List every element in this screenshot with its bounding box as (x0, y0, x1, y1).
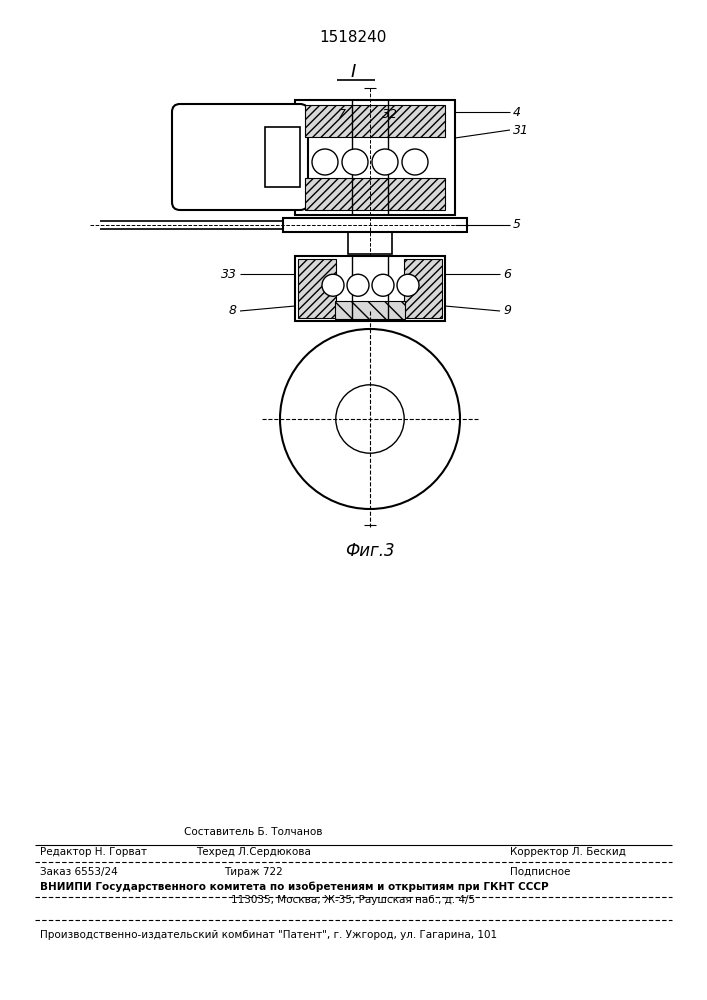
Bar (348, 232, 392, 254)
Text: 32: 32 (382, 107, 398, 120)
Circle shape (322, 274, 344, 296)
Bar (404, 259, 442, 318)
Bar (295, 100, 455, 215)
Circle shape (372, 274, 394, 296)
Text: Тираж 722: Тираж 722 (223, 867, 282, 877)
Text: 7: 7 (338, 107, 346, 120)
Bar (283, 218, 467, 232)
Circle shape (397, 274, 419, 296)
Circle shape (312, 149, 338, 175)
Text: 4: 4 (513, 105, 521, 118)
Bar (265, 127, 300, 187)
Text: ВНИИПИ Государственного комитета по изобретениям и открытиям при ГКНТ СССР: ВНИИПИ Государственного комитета по изоб… (40, 882, 549, 892)
Text: 8: 8 (229, 304, 237, 318)
Text: Техред Л.Сердюкова: Техред Л.Сердюкова (196, 847, 310, 857)
Circle shape (372, 149, 398, 175)
FancyBboxPatch shape (172, 104, 308, 210)
Text: 31: 31 (513, 123, 529, 136)
Text: 6: 6 (503, 267, 511, 280)
Circle shape (280, 329, 460, 509)
Circle shape (342, 149, 368, 175)
Bar (335, 301, 405, 319)
Text: 5: 5 (513, 219, 521, 232)
Text: Корректор Л. Бескид: Корректор Л. Бескид (510, 847, 626, 857)
Bar (298, 259, 336, 318)
Circle shape (336, 385, 404, 453)
Text: 33: 33 (221, 267, 237, 280)
Text: Составитель Б. Толчанов: Составитель Б. Толчанов (184, 827, 322, 837)
Bar (305, 178, 445, 210)
Text: 113035, Москва, Ж-35, Раушская наб., д. 4/5: 113035, Москва, Ж-35, Раушская наб., д. … (231, 895, 475, 905)
Text: Редактор Н. Горват: Редактор Н. Горват (40, 847, 147, 857)
Bar (305, 105, 445, 137)
Text: Фиг.3: Фиг.3 (345, 542, 395, 560)
Bar (295, 256, 445, 321)
Text: 1518240: 1518240 (320, 30, 387, 45)
Circle shape (347, 274, 369, 296)
Text: 9: 9 (503, 304, 511, 318)
Circle shape (402, 149, 428, 175)
Text: I: I (351, 63, 356, 81)
Text: Заказ 6553/24: Заказ 6553/24 (40, 867, 118, 877)
Text: Подписное: Подписное (510, 867, 571, 877)
Text: Производственно-издательский комбинат "Патент", г. Ужгород, ул. Гагарина, 101: Производственно-издательский комбинат "П… (40, 930, 497, 940)
